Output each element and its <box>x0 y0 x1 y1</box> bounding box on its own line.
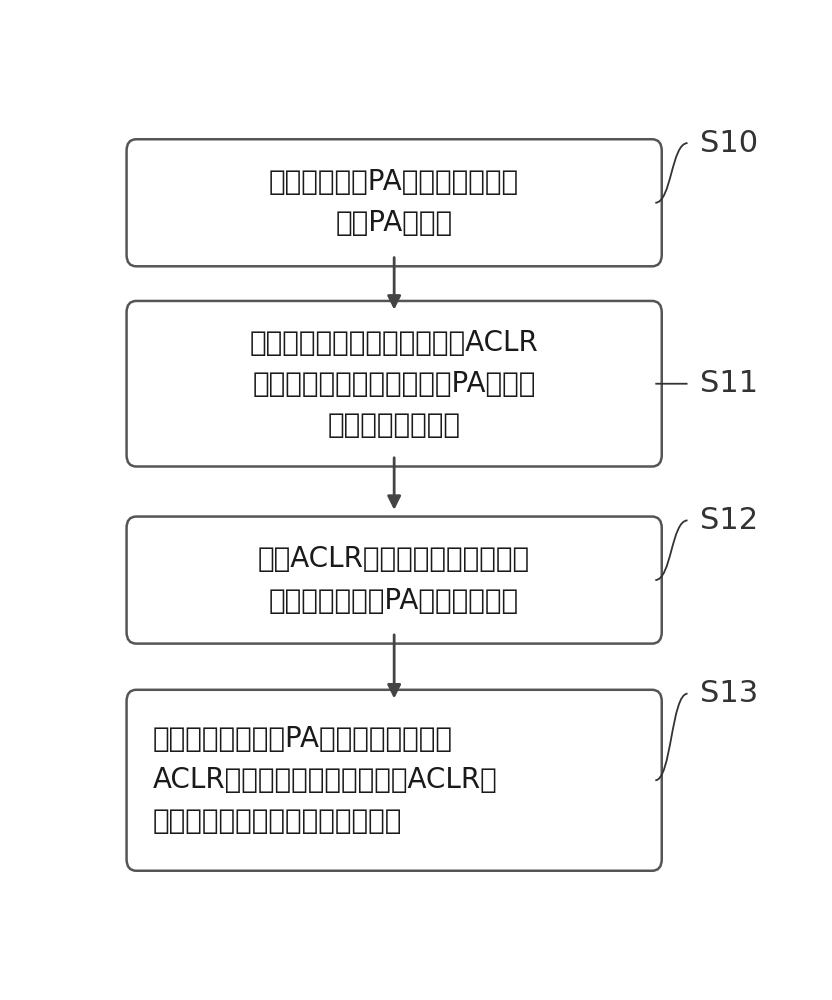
Text: S13: S13 <box>701 679 759 708</box>
Text: 通过调节射频PA的工作电压调整
射频PA的功耗: 通过调节射频PA的工作电压调整 射频PA的功耗 <box>269 168 519 237</box>
FancyBboxPatch shape <box>126 517 661 644</box>
Text: S10: S10 <box>701 129 759 158</box>
FancyBboxPatch shape <box>126 301 661 467</box>
Text: S12: S12 <box>701 506 759 535</box>
Text: 根据ACLR的实际值以及判决门限
的关系调整射频PA的静态工作点: 根据ACLR的实际值以及判决门限 的关系调整射频PA的静态工作点 <box>258 545 530 615</box>
FancyBboxPatch shape <box>126 139 661 266</box>
Text: S11: S11 <box>701 369 759 398</box>
FancyBboxPatch shape <box>126 690 661 871</box>
Text: 根据调整后的射频PA的静态工作点调整
ACLR的实际值，直到调整后的ACLR的
实际值满足判决门限时，结束调整: 根据调整后的射频PA的静态工作点调整 ACLR的实际值，直到调整后的ACLR的 … <box>152 725 497 835</box>
Text: 获取目标信道对应的邻信道的ACLR
的实际值以及用于调整射频PA的静态
工作点的判决门限: 获取目标信道对应的邻信道的ACLR 的实际值以及用于调整射频PA的静态 工作点的… <box>250 329 538 439</box>
